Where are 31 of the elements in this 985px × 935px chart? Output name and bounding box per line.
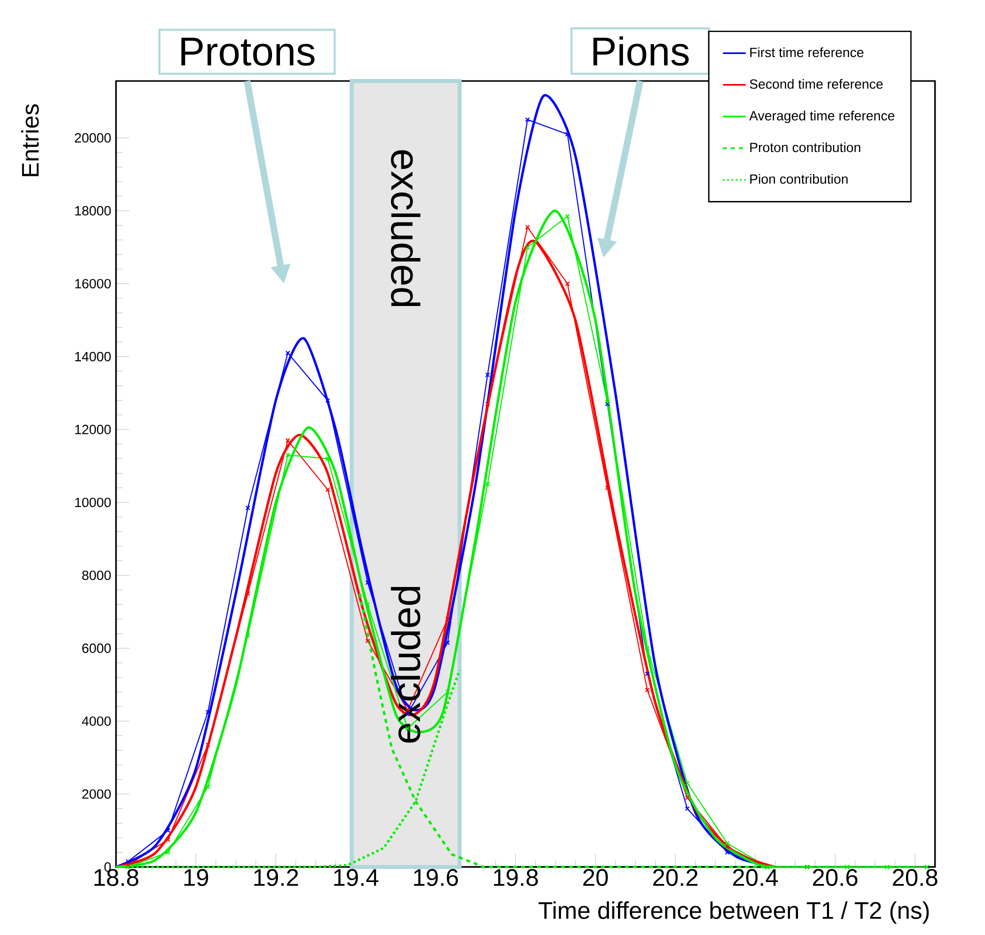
x-tick-label: 20.4	[733, 869, 778, 886]
x-tick-label: 20	[583, 869, 608, 886]
x-tick-label: 19.4	[334, 869, 378, 886]
band-label: excluded	[390, 150, 420, 306]
x-axis-title: Time difference between T1 / T2 (ns)	[538, 901, 929, 924]
y-tick-label: 12000	[75, 424, 111, 434]
legend-label: Second time reference	[750, 79, 883, 89]
legend-label: Averaged time reference	[749, 110, 894, 124]
x-tick-label: 19.6	[414, 869, 458, 886]
text: Pions	[593, 36, 689, 66]
annotation: excluded	[390, 586, 420, 743]
x-tick-label: 20.2	[653, 869, 698, 886]
y-tick-label: 2000	[82, 789, 111, 799]
x-tick-label: 19	[184, 869, 208, 886]
y-tick-label: 16000	[75, 278, 111, 288]
y-tick-label: 6000	[82, 644, 111, 653]
legend-label: First time reference	[750, 47, 864, 58]
legend-label: Pion contribution	[750, 174, 848, 184]
x-tick-label: 19.8	[494, 869, 538, 886]
text: Protons	[181, 38, 315, 66]
y-tick-label: 4000	[82, 716, 111, 726]
y-tick-label: 10000	[75, 498, 111, 508]
y-tick-label: 18000	[75, 206, 111, 216]
y-axis-title: Entries	[21, 104, 39, 176]
y-tick-label: 20000	[74, 133, 111, 143]
legend-label: Proton contribution	[750, 142, 860, 152]
x-tick-label: 20.8	[892, 869, 938, 886]
x-tick-label: 20.6	[812, 869, 858, 886]
x-tick-label: 19.2	[254, 869, 298, 886]
y-tick-label: 14000	[75, 352, 111, 362]
y-tick-label: 8000	[82, 570, 111, 580]
